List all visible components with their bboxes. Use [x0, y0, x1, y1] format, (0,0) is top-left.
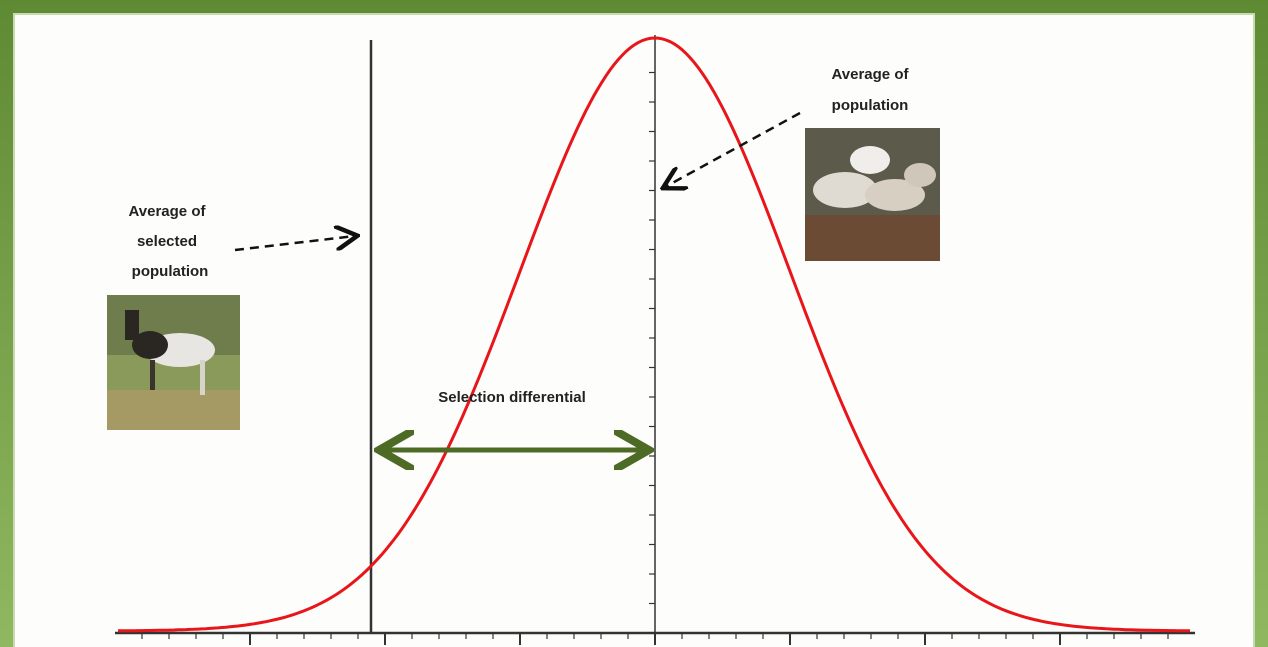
- photo-population: [805, 128, 940, 261]
- arrow-population: [665, 111, 801, 187]
- label-line: Selection differential: [438, 389, 586, 406]
- label-line: population: [832, 97, 909, 114]
- label-line: population: [132, 263, 209, 280]
- axes: [115, 35, 1195, 645]
- normal-curve: [118, 36, 1191, 633]
- label-line: Average of: [129, 203, 207, 220]
- label-line: selected: [137, 233, 197, 250]
- photo-selected: [107, 295, 240, 430]
- arrow-selected: [234, 236, 355, 252]
- label-line: Average of: [832, 66, 910, 83]
